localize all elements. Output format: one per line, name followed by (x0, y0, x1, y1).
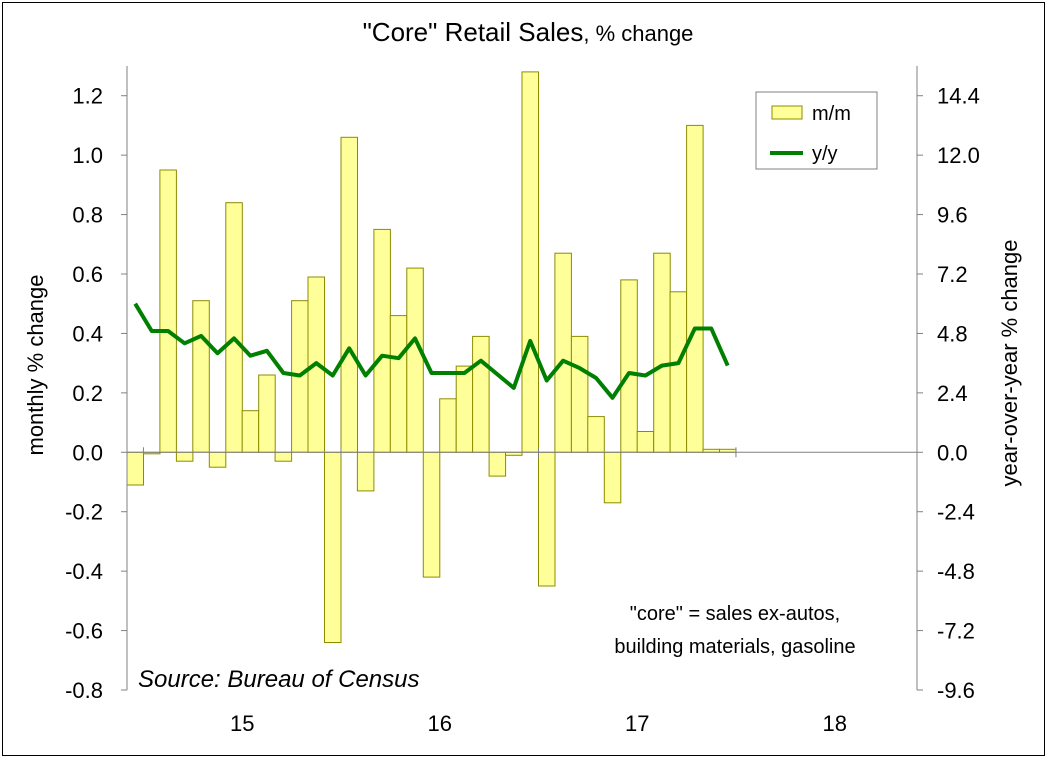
chart-title-suffix: , % change (583, 21, 693, 46)
source-note: Source: Bureau of Census (138, 666, 420, 693)
mm-bar (274, 451, 293, 462)
mm-bar (538, 451, 556, 587)
mm-bar (620, 279, 638, 453)
y-tick-label-left: 0.2 (72, 381, 103, 406)
yy-line (133, 302, 730, 400)
mm-bar (422, 451, 441, 578)
chart-title: "Core" Retail Sales, % change (363, 17, 694, 47)
mm-bar (455, 365, 474, 453)
x-tick-label: 17 (625, 711, 649, 736)
y-tick-label-left: 0.4 (72, 321, 103, 346)
core-note-line-1: "core" = sales ex-autos, (630, 603, 840, 625)
mm-bar (373, 228, 391, 453)
y-tick-label-right: -4.8 (937, 559, 975, 584)
y-tick-label-right: 12.0 (937, 143, 980, 168)
legend-label-yy: y/y (812, 143, 838, 165)
legend: m/m y/y (755, 91, 878, 170)
mm-bar (225, 202, 243, 453)
y-tick-label-right: 14.4 (937, 84, 980, 109)
mm-bar (587, 416, 605, 453)
legend-label-mm: m/m (812, 103, 851, 125)
y-tick-label-left: 0.0 (72, 440, 103, 465)
y-tick-label-left: 0.6 (72, 262, 103, 287)
mm-bar (488, 451, 507, 477)
y-tick-label-left: 1.0 (72, 143, 103, 168)
x-tick-label: 18 (822, 711, 846, 736)
mm-bar (439, 398, 457, 453)
mm-bar (324, 451, 342, 643)
mm-bar (521, 71, 539, 453)
y-tick-label-right: -7.2 (937, 619, 975, 644)
y-tick-label-right: 9.6 (937, 203, 968, 228)
mm-bar (258, 374, 276, 453)
mm-bar (340, 136, 358, 453)
y-tick-label-left: -0.2 (65, 500, 103, 525)
axes (121, 66, 923, 691)
core-note-line-2: building materials, gasoline (614, 636, 855, 658)
mm-bar (389, 315, 408, 453)
mm-bar (669, 291, 688, 453)
mm-bar (636, 431, 655, 453)
mm-bar (192, 300, 210, 453)
mm-bar (241, 410, 260, 453)
mm-bar (653, 252, 671, 453)
y-tick-label-left: -0.8 (65, 678, 103, 703)
tick-labels: -0.8 -0.6 -0.4 -0.2 0.0 0.2 0.4 0.6 0.8 1.0 1.2 -9.… (65, 84, 980, 736)
mm-bar (554, 252, 572, 453)
y-tick-label-right: -9.6 (937, 678, 975, 703)
chart-title-main: "Core" Retail Sales (363, 17, 584, 47)
y-tick-label-left: -0.4 (65, 559, 103, 584)
y-axis-label-left: monthly % change (23, 275, 48, 456)
y-tick-label-right: 7.2 (937, 262, 968, 287)
legend-box (755, 91, 878, 170)
y-tick-label-left: 1.2 (72, 84, 103, 109)
mm-bar (406, 267, 424, 453)
mm-bar (570, 335, 589, 453)
y-tick-label-right: -2.4 (937, 500, 975, 525)
x-tick-label: 15 (230, 711, 254, 736)
mm-bar (472, 335, 490, 453)
y-axis-label-right: year-over-year % change (997, 239, 1022, 486)
mm-bar (126, 451, 144, 486)
y-tick-label-right: 2.4 (937, 381, 968, 406)
x-tick-label: 16 (427, 711, 451, 736)
y-tick-label-left: 0.8 (72, 203, 103, 228)
mm-bar (208, 451, 227, 468)
mm-bars (126, 71, 737, 643)
legend-swatch-mm (771, 105, 803, 120)
y-tick-label-left: -0.6 (65, 619, 103, 644)
mm-bar (175, 451, 194, 462)
mm-bar (603, 451, 622, 504)
y-tick-label-right: 4.8 (937, 321, 968, 346)
mm-bar (356, 451, 375, 492)
y-tick-label-right: 0.0 (937, 440, 968, 465)
mm-bar (686, 124, 704, 453)
yy-line-group (133, 302, 730, 400)
mm-bar (159, 169, 177, 453)
